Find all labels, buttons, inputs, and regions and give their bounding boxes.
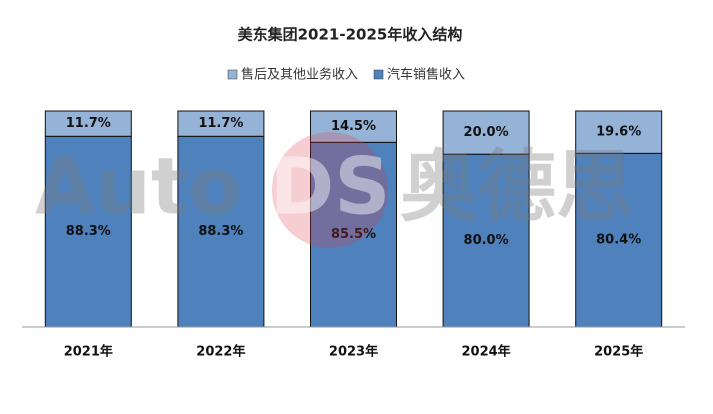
bar-segment xyxy=(177,110,265,137)
data-label: 11.7% xyxy=(66,116,111,131)
watermark: 奥德思 xyxy=(400,142,634,232)
watermark: Auto xyxy=(35,142,242,232)
data-label: 85.5% xyxy=(331,227,376,242)
data-label: 14.5% xyxy=(331,119,376,134)
x-tick-label: 2023年 xyxy=(329,344,378,360)
watermark: DS xyxy=(270,142,391,232)
x-tick-label: 2021年 xyxy=(64,344,113,360)
chart-title: 美东集团2021-2025年收入结构 xyxy=(238,26,463,44)
bar-segment xyxy=(177,135,265,328)
x-tick-label: 2022年 xyxy=(196,344,245,360)
legend-swatch xyxy=(373,69,384,80)
data-label: 80.4% xyxy=(596,233,641,248)
legend-label: 汽车销售收入 xyxy=(387,67,465,83)
data-label: 80.0% xyxy=(464,233,509,248)
data-label: 20.0% xyxy=(464,125,509,140)
data-label: 88.3% xyxy=(198,224,243,239)
bar-segment xyxy=(575,110,663,154)
bar-segment xyxy=(442,153,530,328)
data-label: 11.7% xyxy=(198,116,243,131)
x-tick-label: 2024年 xyxy=(462,344,511,360)
bar-segment xyxy=(44,135,132,328)
bar-segment xyxy=(310,110,397,143)
legend-label: 售后及其他业务收入 xyxy=(241,67,358,83)
legend-swatch xyxy=(227,69,238,80)
data-label: 88.3% xyxy=(66,224,111,239)
watermark-circle xyxy=(272,132,388,248)
bar-segment xyxy=(575,152,663,328)
data-label: 19.6% xyxy=(596,125,641,140)
x-tick-label: 2025年 xyxy=(594,344,643,360)
bar-segment xyxy=(442,110,530,155)
bar-segment xyxy=(44,110,132,137)
